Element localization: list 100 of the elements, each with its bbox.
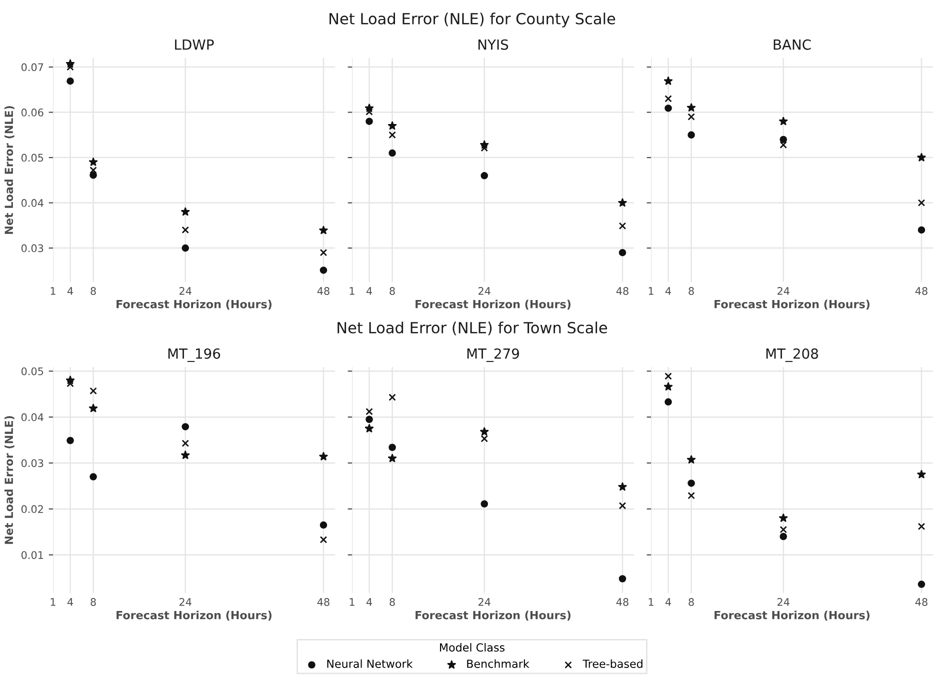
point — [319, 226, 328, 234]
x-tick-label: 8 — [90, 598, 96, 606]
point — [618, 222, 626, 230]
point — [388, 121, 397, 130]
x-tick-label: 4 — [366, 598, 372, 606]
point — [320, 248, 328, 256]
point — [618, 575, 626, 582]
text: Net Load Error (NLE) for County Scale — [330, 12, 616, 28]
point — [618, 482, 627, 491]
chart-title: MT_196 — [168, 348, 220, 362]
point — [66, 436, 74, 444]
point — [182, 440, 190, 447]
chart-title: NYIS — [478, 39, 508, 50]
point — [90, 387, 97, 395]
point — [686, 455, 696, 464]
point — [664, 398, 672, 406]
point — [480, 172, 488, 180]
x-tick-label: 1 — [50, 287, 56, 295]
point — [388, 131, 396, 139]
x-tick-label: 4 — [67, 598, 73, 606]
x-tick-label: 1 — [50, 598, 56, 606]
x-tick-label: 48 — [317, 598, 330, 606]
x-tick-label: 24 — [478, 598, 490, 606]
point — [480, 500, 488, 508]
point — [618, 502, 626, 510]
y-tick-label: 0.05 — [21, 367, 44, 376]
point — [66, 63, 74, 71]
point — [664, 372, 672, 380]
point — [780, 526, 788, 534]
y-tick-label: 0.03 — [21, 244, 44, 252]
x-axis-title: Forecast Horizon (Hours) — [116, 610, 272, 621]
y-tick-label: 0.07 — [21, 63, 44, 72]
point — [480, 427, 489, 436]
point — [88, 158, 98, 166]
point — [182, 244, 190, 252]
x-tick-label: 24 — [778, 598, 790, 606]
point — [182, 226, 190, 234]
x-tick-label: 48 — [915, 598, 928, 606]
x-tick-label: 4 — [665, 598, 671, 606]
point — [320, 536, 328, 544]
x-axis-title: Forecast Horizon (Hours) — [714, 610, 870, 621]
x-tick-label: 4 — [67, 287, 73, 295]
point — [90, 172, 97, 179]
point — [66, 380, 74, 388]
point — [618, 198, 627, 207]
point — [320, 266, 328, 274]
point — [366, 118, 373, 125]
point — [779, 116, 788, 126]
x-tick-label: 8 — [688, 287, 694, 295]
point — [320, 521, 328, 529]
point — [918, 522, 926, 530]
x-tick-label: 8 — [90, 287, 96, 295]
y-tick-label: 0.03 — [21, 459, 44, 468]
point — [366, 416, 373, 424]
x-tick-label: 4 — [366, 287, 372, 295]
point — [918, 199, 926, 206]
point — [618, 248, 626, 256]
point — [88, 404, 98, 412]
x-tick-label: 48 — [616, 598, 628, 606]
x-tick-label: 48 — [616, 287, 628, 295]
point — [364, 424, 374, 432]
x-tick-label: 24 — [478, 287, 490, 295]
chart-title: BANC — [774, 39, 811, 50]
x-axis-title: Forecast Horizon (Hours) — [416, 610, 570, 621]
x-axis-title: Forecast Horizon (Hours) — [714, 300, 870, 310]
point — [480, 435, 488, 442]
legend-label: Benchmark — [467, 659, 530, 668]
point — [688, 113, 695, 120]
point — [664, 382, 673, 391]
point — [181, 207, 190, 216]
y-tick-label: 0.06 — [21, 108, 44, 116]
point — [181, 450, 190, 459]
x-tick-label: 48 — [317, 287, 330, 295]
point — [780, 532, 788, 540]
x-axis-title: Forecast Horizon (Hours) — [416, 300, 570, 310]
point — [182, 423, 190, 430]
x-tick-label: 8 — [688, 598, 694, 606]
chart-title: MT_279 — [467, 348, 519, 362]
x-tick-label: 48 — [915, 287, 928, 295]
point — [90, 473, 97, 480]
x-tick-label: 24 — [180, 598, 192, 606]
x-axis-title: Forecast Horizon (Hours) — [116, 300, 272, 310]
point — [918, 226, 926, 234]
point — [480, 144, 488, 152]
point — [917, 470, 926, 478]
x-tick-label: 24 — [180, 287, 192, 295]
x-tick-label: 4 — [665, 287, 671, 295]
legend-label: Neural Network — [327, 659, 413, 668]
y-axis-title: Net Load Error (NLE) — [4, 106, 14, 234]
point — [388, 394, 396, 401]
x-tick-label: 24 — [778, 287, 790, 295]
chart-title: MT_208 — [766, 348, 818, 362]
point — [780, 141, 788, 149]
y-axis-title: Net Load Error (NLE) — [4, 416, 14, 544]
x-tick-label: 1 — [350, 598, 354, 606]
point — [90, 166, 97, 174]
point — [688, 480, 695, 487]
legend-title: Model Class — [440, 643, 505, 652]
y-tick-label: 0.01 — [21, 551, 44, 559]
point — [388, 454, 397, 462]
